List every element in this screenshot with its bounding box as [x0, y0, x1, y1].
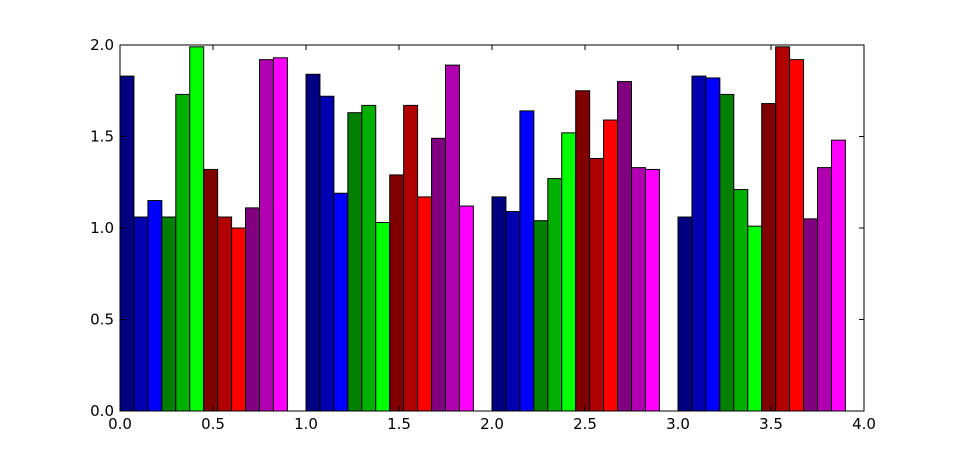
bar-series-8-group-2 — [403, 104, 419, 412]
bar-series-7-group-4 — [761, 103, 777, 412]
bar-series-1-group-1 — [119, 75, 135, 412]
bar-series-11-group-4 — [817, 167, 832, 412]
bar-series-9-group-3 — [603, 119, 619, 412]
x-tick-label: 4.0 — [852, 415, 876, 433]
bar-series-2-group-1 — [133, 216, 149, 412]
bar-series-5-group-4 — [733, 189, 749, 412]
bar-series-12-group-2 — [458, 205, 474, 412]
bar-series-9-group-4 — [789, 59, 805, 412]
bar-series-2-group-3 — [505, 211, 521, 412]
bar-series-10-group-3 — [617, 81, 632, 412]
bar-series-9-group-2 — [417, 196, 433, 412]
bar-series-9-group-1 — [231, 227, 247, 412]
bar-series-6-group-2 — [375, 222, 391, 412]
x-tick-label: 0.5 — [201, 415, 225, 433]
bar-series-6-group-1 — [189, 46, 205, 412]
tick-labels-layer: 0.0 0.5 1.0 1.5 2.0 2.5 3.0 3.5 4.0 0.0 0.5 1.0 1.5 2… — [90, 36, 876, 433]
bar-series-11-group-1 — [259, 59, 274, 412]
bar-series-4-group-3 — [533, 220, 549, 412]
y-tick-label: 1.5 — [90, 128, 114, 146]
bar-series-8-group-1 — [217, 216, 233, 412]
bar-series-2-group-2 — [319, 95, 335, 412]
bar-series-10-group-4 — [803, 218, 818, 412]
plot-frame — [119, 44, 865, 412]
bar-series-6-group-4 — [747, 225, 763, 412]
bar-series-4-group-2 — [347, 112, 363, 412]
bar-series-5-group-2 — [361, 104, 377, 412]
bar-series-1-group-2 — [305, 73, 321, 412]
bar-series-3-group-4 — [705, 77, 721, 412]
bar-series-5-group-1 — [175, 93, 191, 412]
bar-series-8-group-3 — [589, 157, 605, 412]
bar-series-7-group-2 — [389, 174, 405, 412]
bar-series-2-group-4 — [691, 75, 707, 412]
y-tick-label: 0.0 — [90, 402, 114, 420]
bar-series-7-group-1 — [203, 168, 219, 412]
x-tick-label: 3.5 — [759, 415, 783, 433]
bar-series-12-group-3 — [644, 168, 660, 412]
bar-series-8-group-4 — [775, 46, 791, 412]
bar-series-7-group-3 — [575, 90, 591, 412]
bar-series-3-group-3 — [519, 110, 535, 412]
x-tick-label: 2.0 — [480, 415, 504, 433]
bar-series-3-group-1 — [147, 200, 163, 412]
bar-series-10-group-2 — [431, 137, 446, 412]
bar-series-12-group-1 — [272, 57, 288, 412]
bar-series-1-group-3 — [491, 196, 507, 412]
bar-series-4-group-4 — [719, 93, 735, 412]
bar-series-12-group-4 — [830, 139, 846, 412]
bar-series-5-group-3 — [547, 178, 563, 412]
bar-series-11-group-2 — [445, 64, 460, 412]
bar-series-6-group-3 — [561, 132, 577, 412]
x-tick-label: 2.5 — [573, 415, 597, 433]
y-tick-label: 0.5 — [90, 311, 114, 329]
bar-series-1-group-4 — [677, 216, 693, 412]
y-tick-label: 2.0 — [90, 36, 114, 54]
bar-series-3-group-2 — [333, 192, 349, 412]
x-tick-label: 3.0 — [666, 415, 690, 433]
bar-series-4-group-1 — [161, 216, 177, 412]
x-tick-label: 1.5 — [387, 415, 411, 433]
x-tick-label: 1.0 — [294, 415, 318, 433]
bar-series-10-group-1 — [245, 207, 261, 412]
bar-series-11-group-3 — [631, 167, 646, 412]
x-tick-label: 0.0 — [108, 415, 132, 433]
y-tick-label: 1.0 — [90, 219, 114, 237]
